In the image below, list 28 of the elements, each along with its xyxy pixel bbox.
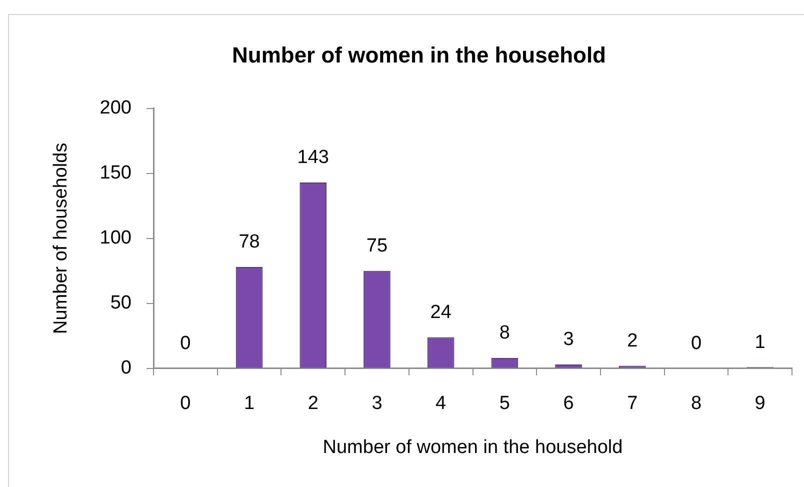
data-label: 78 (238, 232, 260, 253)
data-label: 143 (297, 147, 329, 168)
y-tick-label: 0 (120, 358, 132, 379)
data-label: 1 (754, 332, 766, 353)
y-tick-label: 100 (100, 228, 132, 249)
x-tick-label: 3 (372, 393, 382, 414)
y-tick-label: 200 (100, 98, 132, 119)
data-label: 24 (430, 302, 452, 323)
x-tick-label: 4 (436, 393, 447, 414)
x-tick-label: 2 (308, 393, 318, 414)
x-tick-label: 9 (754, 393, 766, 414)
x-tick-label: 1 (244, 393, 255, 414)
x-axis-title: Number of women in the household (322, 436, 623, 458)
y-tick-label: 150 (100, 162, 132, 184)
x-tick-label: 5 (499, 393, 510, 414)
x-tick-label: 6 (563, 393, 574, 414)
data-label: 2 (627, 330, 638, 352)
y-tick-label: 50 (110, 292, 132, 314)
data-label: 0 (180, 333, 191, 354)
x-tick-label: 8 (690, 393, 702, 414)
x-tick-label: 0 (180, 393, 191, 414)
data-label: 75 (366, 236, 388, 257)
data-label: 3 (563, 329, 574, 350)
x-tick-label: 7 (627, 393, 638, 414)
y-axis-title: Number of households (50, 142, 72, 334)
data-label: 0 (690, 333, 702, 354)
chart-title: Number of women in the household (232, 42, 606, 68)
data-label: 8 (499, 322, 510, 344)
